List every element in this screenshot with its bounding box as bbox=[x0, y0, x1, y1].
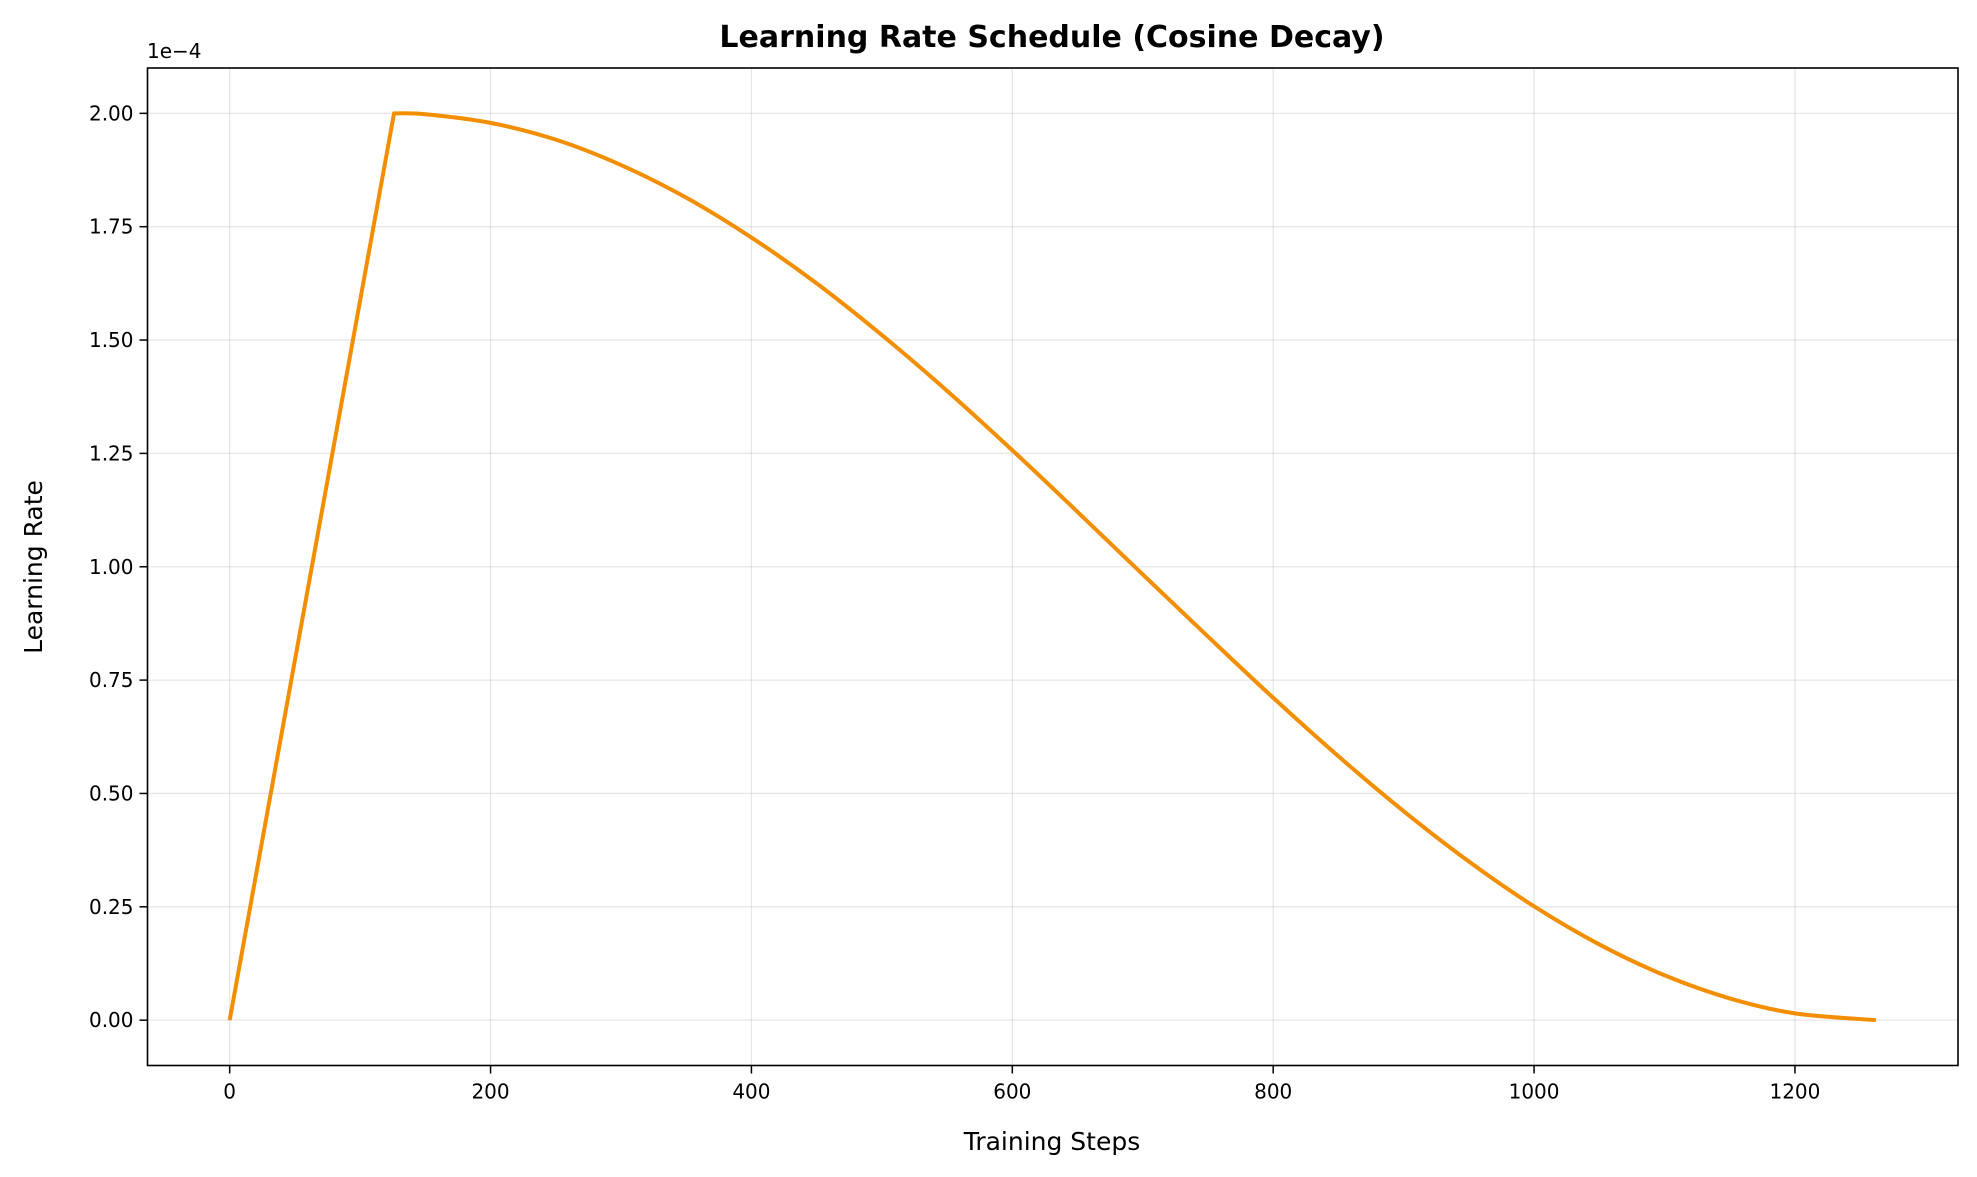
y-axis: 0.00 0.25 0.50 0.75 1.00 1.25 1.50 1.75 2.00 bbox=[89, 101, 148, 1032]
x-tick-label: 600 bbox=[993, 1080, 1031, 1104]
x-tick-label: 1200 bbox=[1769, 1080, 1820, 1104]
y-tick-label: 1.50 bbox=[89, 328, 134, 352]
y-tick-label: 1.25 bbox=[89, 441, 134, 465]
x-axis: 0 200 400 600 800 1000 1200 bbox=[223, 1065, 1820, 1104]
x-axis-label: Training Steps bbox=[963, 1127, 1141, 1156]
y-tick-label: 0.75 bbox=[89, 668, 134, 692]
y-tick-label: 0.50 bbox=[89, 781, 134, 805]
x-tick-label: 800 bbox=[1254, 1080, 1292, 1104]
x-tick-label: 400 bbox=[732, 1080, 770, 1104]
x-tick-label: 200 bbox=[471, 1080, 509, 1104]
y-tick-label: 2.00 bbox=[89, 101, 134, 125]
chart-title: Learning Rate Schedule (Cosine Decay) bbox=[719, 20, 1384, 55]
x-tick-label: 1000 bbox=[1509, 1080, 1560, 1104]
y-tick-label: 0.00 bbox=[89, 1008, 134, 1032]
y-tick-label: 1.00 bbox=[89, 555, 134, 579]
y-axis-label: Learning Rate bbox=[19, 480, 48, 654]
x-tick-label: 0 bbox=[223, 1080, 236, 1104]
y-tick-label: 1.75 bbox=[89, 215, 134, 239]
learning-rate-line bbox=[227, 111, 1876, 1023]
y-tick-label: 0.25 bbox=[89, 895, 134, 919]
grid bbox=[147, 68, 1958, 1066]
y-offset-label: 1e−4 bbox=[147, 39, 202, 63]
